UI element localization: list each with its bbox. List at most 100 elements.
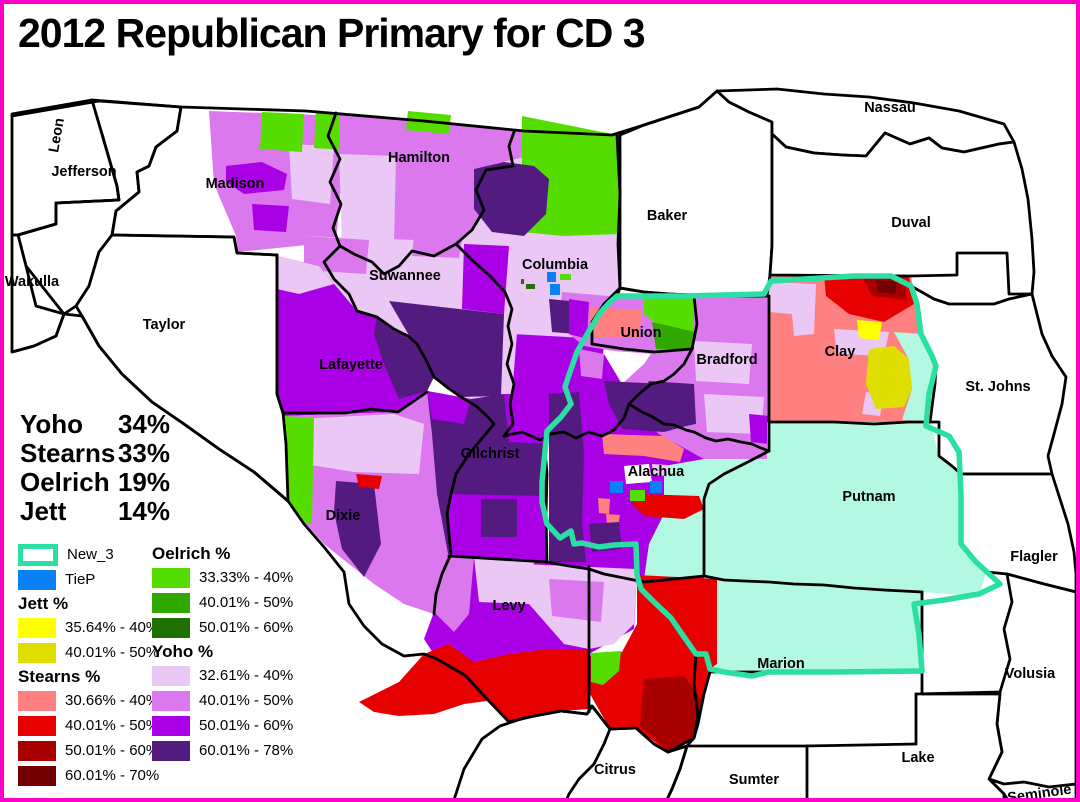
legend-label: 30.66% - 40% xyxy=(65,692,160,709)
precinct-shape xyxy=(640,676,704,750)
legend-swatch xyxy=(152,617,190,638)
legend-swatch xyxy=(152,665,190,686)
precinct-shape xyxy=(526,284,535,289)
legend-item: 40.01% - 50% xyxy=(152,590,302,615)
precinct-shape xyxy=(590,342,694,354)
precinct-shape xyxy=(652,322,704,350)
precinct-shape xyxy=(690,294,699,351)
candidate-pct: 34% xyxy=(117,409,170,439)
precinct-shape xyxy=(914,690,1002,696)
precinct-shape xyxy=(579,349,604,379)
county-label-volusia: Volusia xyxy=(1005,666,1056,682)
precinct-shape xyxy=(110,105,183,237)
legend-label: 40.01% - 50% xyxy=(199,594,294,611)
candidate-name: Yoho xyxy=(20,409,84,439)
legend-label: 60.01% - 78% xyxy=(199,742,294,759)
precinct-shape xyxy=(857,320,882,340)
precinct-shape xyxy=(326,111,343,248)
precinct-shape xyxy=(894,332,936,422)
precinct-shape xyxy=(598,498,610,514)
precinct-shape xyxy=(650,481,662,493)
precinct-shape xyxy=(434,554,474,632)
legend-swatch xyxy=(152,715,190,736)
precinct-shape xyxy=(591,651,621,685)
legend-swatch xyxy=(152,740,190,761)
precinct-shape xyxy=(504,394,547,444)
legend-item: 40.01% - 50% xyxy=(152,688,302,713)
county-label-marion: Marion xyxy=(757,656,805,672)
precinct-shape xyxy=(277,256,334,294)
county-seminole xyxy=(987,777,1076,798)
county-label-hamilton: Hamilton xyxy=(388,150,450,166)
legend-header: Stearns % xyxy=(18,667,101,686)
county-label-columbia: Columbia xyxy=(522,257,589,273)
candidate-name: Oelrich xyxy=(20,467,110,497)
candidate-pct: 14% xyxy=(117,496,170,526)
precinct-shape xyxy=(630,490,645,501)
precinct-shape xyxy=(427,391,471,424)
map-svg: Leon Jefferson Wakulla Madison Taylor Hamilto… xyxy=(5,87,1076,798)
county-label-suwannee: Suwannee xyxy=(369,268,441,284)
precinct-shape xyxy=(666,744,689,798)
county-label-sumter: Sumter xyxy=(729,772,779,788)
county-label-putnam: Putnam xyxy=(842,489,895,505)
precinct-shape xyxy=(339,154,396,244)
result-row: Yoho 34% xyxy=(20,410,170,439)
county-label-alachua: Alachua xyxy=(628,464,685,480)
precinct-shape xyxy=(652,464,668,476)
legend-swatch xyxy=(152,567,190,588)
legend-swatch xyxy=(18,715,56,736)
precinct-shape xyxy=(610,481,623,493)
precinct-shape xyxy=(10,89,719,137)
legend-swatch xyxy=(152,690,190,711)
legend-label: 35.64% - 40% xyxy=(65,619,160,636)
county-labels: Leon Jefferson Wakulla Madison Taylor Hamilto… xyxy=(5,100,1073,798)
precinct-shape xyxy=(110,233,279,257)
precinct-shape xyxy=(702,449,771,578)
legend-label: 40.01% - 50% xyxy=(65,644,160,661)
county-label-lafayette: Lafayette xyxy=(319,357,383,373)
precinct-shape xyxy=(226,162,287,194)
county-label-leon: Leon xyxy=(46,117,68,154)
legend-column-right: Oelrich % 33.33% - 40% 40.01% - 50% 50.01% … xyxy=(152,542,302,763)
precinct-shape xyxy=(627,347,694,406)
precinct-shape xyxy=(624,464,652,484)
precinct-shape xyxy=(454,242,516,438)
legend-swatch xyxy=(18,617,56,638)
precinct-shape xyxy=(10,312,670,754)
candidate-pct: 19% xyxy=(117,467,170,497)
precinct-shape xyxy=(447,554,706,584)
precinct-shape xyxy=(284,416,314,524)
precinct-shape xyxy=(632,494,704,519)
precinct-shape xyxy=(374,317,434,399)
legend-swatch xyxy=(18,690,56,711)
precinct-shape xyxy=(389,301,504,397)
precinct-shape xyxy=(604,381,694,432)
precinct-shape xyxy=(260,112,304,152)
legend-item: 50.01% - 60% xyxy=(152,713,302,738)
county-baker xyxy=(618,89,774,298)
candidate-name: Stearns xyxy=(20,438,116,468)
candidate-pct: 33% xyxy=(117,438,170,468)
county-label-st-johns: St. Johns xyxy=(965,379,1030,395)
county-label-union: Union xyxy=(620,325,661,341)
precinct-shape xyxy=(694,341,752,384)
legend-swatch xyxy=(18,569,56,590)
precinct-shape xyxy=(704,394,764,434)
legend-column-left: New_3 TieP Jett % 35.64% - 40% 40.01% - 50% S… xyxy=(18,542,160,788)
precinct-shape xyxy=(275,253,285,415)
precinct-shape xyxy=(702,574,924,594)
precinct-shape xyxy=(281,390,429,415)
precinct-shape xyxy=(549,392,586,562)
legend-item: TieP xyxy=(18,567,158,592)
legend-header: Jett % xyxy=(18,594,69,613)
county-label-madison: Madison xyxy=(206,176,265,192)
legend-item: 60.01% - 78% xyxy=(152,738,302,763)
legend-label: 50.01% - 60% xyxy=(199,619,294,636)
precinct-fills xyxy=(209,111,987,752)
precinct-shape xyxy=(289,144,334,204)
legend-item: 32.61% - 40% xyxy=(152,663,302,688)
precinct-shape xyxy=(749,414,769,444)
precinct-shape xyxy=(334,481,381,577)
